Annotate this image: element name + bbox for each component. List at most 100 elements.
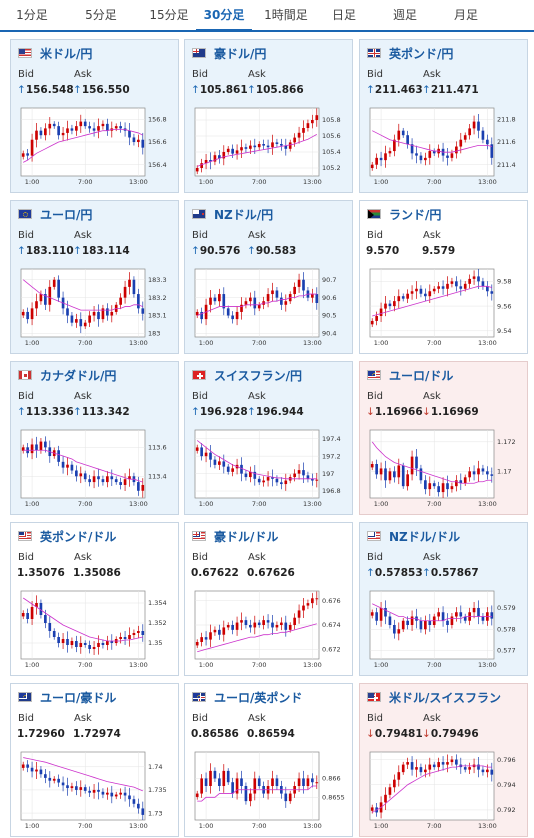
tab-2[interactable]: 15分足 bbox=[149, 8, 189, 22]
bid-label: Bid bbox=[367, 552, 383, 563]
candle-body bbox=[88, 126, 91, 129]
rate-card[interactable]: ユーロ/ドル Bid Ask ↓1.16966 ↓1.16969 1.172 1.17 1:0… bbox=[359, 361, 528, 515]
candle-body bbox=[70, 786, 74, 789]
candlestick-chart[interactable]: 0.796 0.794 0.792 1:00 7:00 13:00 bbox=[368, 750, 520, 834]
rate-card[interactable]: 米ドル/スイスフラン Bid Ask ↓0.79481 ↓0.79496 0.796 0.7… bbox=[359, 683, 528, 837]
rate-card[interactable]: ユーロ/円 Bid Ask ↑183.110 ↑183.114 183.3 183.2 183… bbox=[10, 200, 179, 354]
rate-card[interactable]: NZドル/ドル Bid Ask ↑0.57853 ↑0.57867 0.579 0.578 0… bbox=[359, 522, 528, 676]
pair-name-link[interactable]: 英ポンド/円 bbox=[389, 46, 454, 61]
candle-body bbox=[218, 461, 221, 465]
rate-card[interactable]: 豪ドル/円 Bid Ask ↑105.861 ↑105.866 105.8 105.6 105… bbox=[184, 39, 353, 193]
rate-card[interactable]: 英ポンド/ドル Bid Ask 1.35076 1.35086 1.354 1.352 1.3… bbox=[10, 522, 179, 676]
candle-body bbox=[406, 620, 409, 625]
flag-icon bbox=[367, 48, 381, 58]
pair-name-link[interactable]: NZドル/円 bbox=[214, 207, 274, 222]
candlestick-chart[interactable]: 183.3 183.2 183.1 183 1:00 7:00 13:00 bbox=[19, 267, 171, 351]
rate-card[interactable]: 米ドル/円 Bid Ask ↑156.548 ↑156.550 156.8 156.6 156… bbox=[10, 39, 179, 193]
candle-body bbox=[384, 794, 387, 803]
candle-body bbox=[83, 643, 87, 645]
candle-body bbox=[311, 598, 314, 604]
candlestick-chart[interactable]: 0.579 0.578 0.577 1:00 7:00 13:00 bbox=[368, 589, 520, 673]
candle-body bbox=[388, 787, 392, 795]
y-tick-label: 90.5 bbox=[322, 312, 336, 320]
candle-body bbox=[83, 473, 87, 480]
candlestick-chart[interactable]: 0.866 0.8655 1:00 7:00 13:00 bbox=[193, 750, 345, 834]
candle-body bbox=[226, 148, 230, 152]
candle-body bbox=[249, 145, 252, 149]
candle-body bbox=[284, 301, 288, 305]
candlestick-chart[interactable]: 1.172 1.17 1:00 7:00 13:00 bbox=[368, 428, 520, 512]
candle-body bbox=[132, 633, 136, 635]
candlestick-chart[interactable]: 9.58 9.56 9.54 1:00 7:00 13:00 bbox=[368, 267, 520, 351]
tab-0[interactable]: 1分足 bbox=[16, 8, 48, 22]
candle-body bbox=[271, 778, 274, 786]
candle-body bbox=[39, 603, 43, 615]
bid-value: 9.570 bbox=[366, 245, 399, 257]
rate-card[interactable]: ランド/円 Bid Ask 9.570 9.579 9.58 9.56 9.54 1:00 7:0… bbox=[359, 200, 528, 354]
candlestick-chart[interactable]: 113.6 113.4 1:00 7:00 13:00 bbox=[19, 428, 171, 512]
candle-body bbox=[35, 301, 38, 309]
candlestick-chart[interactable]: 0.676 0.674 0.672 1:00 7:00 13:00 bbox=[193, 589, 345, 673]
candle-body bbox=[110, 792, 114, 797]
tab-7[interactable]: 月足 bbox=[453, 8, 478, 22]
candle-body bbox=[92, 789, 96, 793]
tab-5[interactable]: 日足 bbox=[331, 8, 356, 22]
rate-card[interactable]: 豪ドル/ドル Bid Ask 0.67622 0.67626 0.676 0.674 0.67… bbox=[184, 522, 353, 676]
pair-name-link[interactable]: NZドル/ドル bbox=[389, 529, 461, 544]
rate-card[interactable]: ユーロ/豪ドル Bid Ask 1.72960 1.72974 1.74 1.735 1.73… bbox=[10, 683, 179, 837]
rate-card[interactable]: ユーロ/英ポンド Bid Ask 0.86586 0.86594 0.866 0.8655 1… bbox=[184, 683, 353, 837]
pair-name-link[interactable]: ユーロ/ドル bbox=[389, 368, 454, 383]
candle-body bbox=[204, 452, 208, 457]
pair-name-link[interactable]: ユーロ/円 bbox=[40, 207, 93, 222]
moving-average-line bbox=[197, 623, 317, 653]
rate-card[interactable]: スイスフラン/円 Bid Ask ↑196.928 ↑196.944 197.4 197.2… bbox=[184, 361, 353, 515]
tab-6[interactable]: 週足 bbox=[392, 8, 417, 22]
candle-body bbox=[83, 787, 87, 791]
tab-1[interactable]: 5分足 bbox=[85, 8, 117, 22]
candle-body bbox=[455, 612, 458, 617]
candle-body bbox=[311, 120, 314, 124]
tab-4[interactable]: 1時間足 bbox=[264, 8, 308, 22]
candle-body bbox=[284, 622, 288, 630]
candlestick-chart[interactable]: 1.74 1.735 1.73 1:00 7:00 13:00 bbox=[19, 750, 171, 834]
candle-body bbox=[415, 153, 418, 156]
candle-body bbox=[410, 616, 414, 625]
candle-body bbox=[472, 608, 476, 613]
pair-name-link[interactable]: カナダドル/円 bbox=[40, 368, 117, 383]
rate-card[interactable]: カナダドル/円 Bid Ask ↑113.336 ↑113.342 113.6 113.4 1… bbox=[10, 361, 179, 515]
pair-name-link[interactable]: 豪ドル/円 bbox=[214, 46, 267, 61]
pair-name-link[interactable]: 米ドル/円 bbox=[40, 46, 93, 61]
candlestick-chart[interactable]: 197.4 197.2 197 196.8 1:00 7:00 13:00 bbox=[193, 428, 345, 512]
pair-name-link[interactable]: ユーロ/英ポンド bbox=[214, 690, 303, 705]
bid-price: 211.463 bbox=[374, 84, 423, 96]
candle-body bbox=[406, 474, 409, 487]
pair-name-link[interactable]: 米ドル/スイスフラン bbox=[389, 690, 502, 705]
candle-body bbox=[424, 157, 427, 161]
pair-name-link[interactable]: 豪ドル/ドル bbox=[214, 529, 279, 544]
ask-value: ↓0.79496 bbox=[422, 728, 479, 740]
pair-name-link[interactable]: ランド/円 bbox=[389, 207, 442, 222]
pair-name-link[interactable]: 英ポンド/ドル bbox=[40, 529, 117, 544]
tab-3[interactable]: 30分足 bbox=[196, 0, 252, 32]
candlestick-chart[interactable]: 1.354 1.352 1.35 1:00 7:00 13:00 bbox=[19, 589, 171, 673]
candlestick-chart[interactable]: 211.8 211.6 211.4 1:00 7:00 13:00 bbox=[368, 106, 520, 190]
candle-body bbox=[66, 785, 69, 789]
candle-body bbox=[231, 468, 234, 472]
y-tick-label: 0.577 bbox=[497, 647, 516, 655]
candlestick-chart[interactable]: 90.7 90.6 90.5 90.4 1:00 7:00 13:00 bbox=[193, 267, 345, 351]
rate-card[interactable]: 英ポンド/円 Bid Ask ↑211.463 ↑211.471 211.8 211.6 21… bbox=[359, 39, 528, 193]
x-tick-label: 13:00 bbox=[303, 500, 322, 508]
candle-body bbox=[486, 769, 489, 773]
rate-card[interactable]: NZドル/円 Bid Ask ↑90.576 ↑90.583 90.7 90.6 90.5 90… bbox=[184, 200, 353, 354]
candle-body bbox=[271, 290, 274, 295]
candle-body bbox=[128, 476, 131, 480]
pair-name-link[interactable]: スイスフラン/円 bbox=[214, 368, 303, 383]
candlestick-chart[interactable]: 105.8 105.6 105.4 105.2 1:00 7:00 13:00 bbox=[193, 106, 345, 190]
candle-body bbox=[30, 308, 34, 320]
candle-body bbox=[428, 620, 432, 625]
pair-name-link[interactable]: ユーロ/豪ドル bbox=[40, 690, 117, 705]
bid-value: 1.72960 bbox=[17, 728, 65, 740]
candlestick-chart[interactable]: 156.8 156.6 156.4 1:00 7:00 13:00 bbox=[19, 106, 171, 190]
y-tick-label: 9.56 bbox=[497, 302, 511, 310]
flag-icon bbox=[192, 209, 206, 219]
